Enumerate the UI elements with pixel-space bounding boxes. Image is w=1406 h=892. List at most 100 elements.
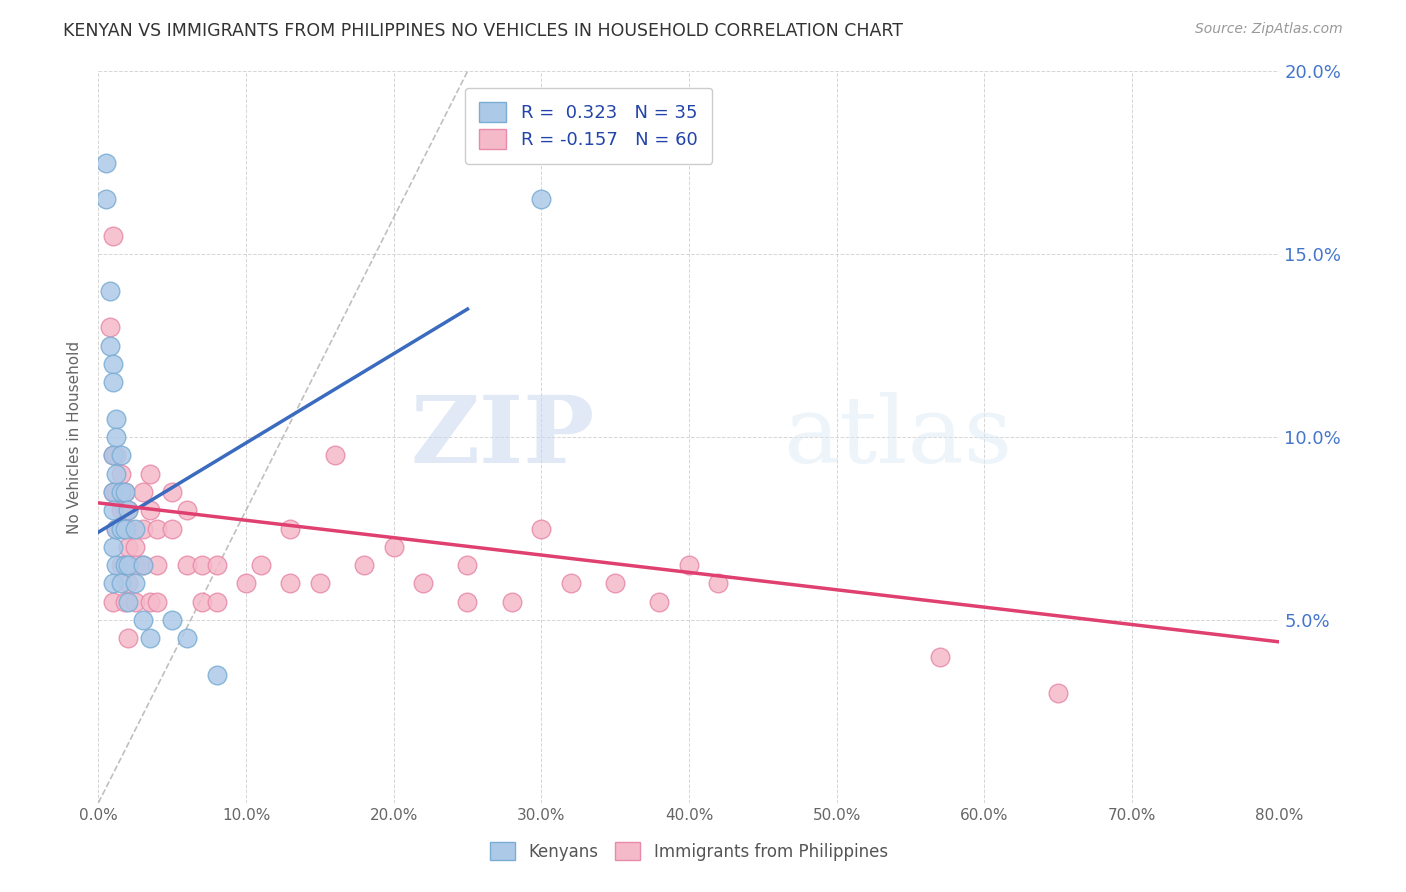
Point bbox=[103, 485, 125, 500]
Point bbox=[205, 667, 228, 681]
Y-axis label: No Vehicles in Household: No Vehicles in Household bbox=[67, 341, 83, 533]
Point bbox=[103, 229, 125, 244]
Point bbox=[139, 503, 162, 517]
Point bbox=[235, 576, 257, 591]
Point bbox=[103, 448, 125, 462]
Point bbox=[110, 503, 132, 517]
Point bbox=[105, 412, 128, 426]
Text: ZIP: ZIP bbox=[411, 392, 595, 482]
Point bbox=[605, 576, 627, 591]
Point bbox=[139, 467, 162, 481]
Point bbox=[530, 192, 553, 206]
Legend: Kenyans, Immigrants from Philippines: Kenyans, Immigrants from Philippines bbox=[484, 836, 894, 868]
Point bbox=[124, 540, 146, 554]
Point bbox=[103, 375, 125, 389]
Point bbox=[132, 521, 155, 535]
Point bbox=[105, 521, 128, 535]
Point bbox=[105, 430, 128, 444]
Point bbox=[280, 576, 302, 591]
Point bbox=[105, 558, 128, 573]
Text: Source: ZipAtlas.com: Source: ZipAtlas.com bbox=[1195, 22, 1343, 37]
Point bbox=[162, 521, 183, 535]
Point bbox=[110, 576, 132, 591]
Point bbox=[103, 576, 125, 591]
Point bbox=[114, 594, 136, 608]
Point bbox=[501, 594, 523, 608]
Point bbox=[146, 521, 169, 535]
Point bbox=[103, 448, 125, 462]
Point bbox=[707, 576, 730, 591]
Point bbox=[98, 284, 121, 298]
Point bbox=[191, 558, 214, 573]
Point bbox=[110, 467, 132, 481]
Point bbox=[114, 503, 136, 517]
Point bbox=[94, 156, 117, 170]
Point bbox=[110, 485, 132, 500]
Point bbox=[309, 576, 332, 591]
Point bbox=[117, 503, 139, 517]
Point bbox=[103, 357, 125, 371]
Point bbox=[648, 594, 671, 608]
Point bbox=[132, 558, 155, 573]
Point bbox=[103, 503, 125, 517]
Point bbox=[205, 558, 228, 573]
Point bbox=[110, 558, 132, 573]
Point bbox=[117, 558, 139, 573]
Point bbox=[560, 576, 582, 591]
Text: atlas: atlas bbox=[783, 392, 1012, 482]
Point bbox=[176, 503, 198, 517]
Point bbox=[1046, 686, 1070, 700]
Point bbox=[105, 485, 128, 500]
Point bbox=[117, 632, 139, 646]
Point bbox=[103, 540, 125, 554]
Point bbox=[114, 521, 136, 535]
Point bbox=[105, 467, 128, 481]
Point bbox=[110, 521, 132, 535]
Point bbox=[205, 594, 228, 608]
Point bbox=[146, 594, 169, 608]
Point bbox=[103, 594, 125, 608]
Point bbox=[94, 192, 117, 206]
Point bbox=[105, 448, 128, 462]
Point bbox=[280, 521, 302, 535]
Point bbox=[146, 558, 169, 573]
Point bbox=[929, 649, 952, 664]
Point bbox=[124, 576, 146, 591]
Point bbox=[132, 558, 155, 573]
Point bbox=[457, 558, 479, 573]
Point bbox=[124, 558, 146, 573]
Point bbox=[117, 576, 139, 591]
Point bbox=[162, 485, 183, 500]
Point bbox=[98, 28, 121, 42]
Point bbox=[353, 558, 375, 573]
Point bbox=[323, 448, 346, 462]
Point bbox=[114, 521, 136, 535]
Point bbox=[110, 448, 132, 462]
Point bbox=[139, 594, 162, 608]
Point bbox=[176, 632, 198, 646]
Point bbox=[98, 338, 121, 352]
Point bbox=[114, 485, 136, 500]
Point bbox=[132, 485, 155, 500]
Point bbox=[105, 521, 128, 535]
Point bbox=[132, 613, 155, 627]
Point bbox=[530, 521, 553, 535]
Point bbox=[117, 521, 139, 535]
Point bbox=[139, 632, 162, 646]
Point bbox=[98, 320, 121, 334]
Point bbox=[117, 594, 139, 608]
Point bbox=[117, 540, 139, 554]
Point bbox=[124, 594, 146, 608]
Point bbox=[382, 540, 405, 554]
Point bbox=[191, 594, 214, 608]
Point bbox=[114, 485, 136, 500]
Point bbox=[114, 558, 136, 573]
Point bbox=[250, 558, 273, 573]
Point bbox=[124, 521, 146, 535]
Point bbox=[678, 558, 700, 573]
Point bbox=[117, 503, 139, 517]
Point bbox=[162, 613, 183, 627]
Point bbox=[412, 576, 434, 591]
Text: KENYAN VS IMMIGRANTS FROM PHILIPPINES NO VEHICLES IN HOUSEHOLD CORRELATION CHART: KENYAN VS IMMIGRANTS FROM PHILIPPINES NO… bbox=[63, 22, 903, 40]
Point bbox=[176, 558, 198, 573]
